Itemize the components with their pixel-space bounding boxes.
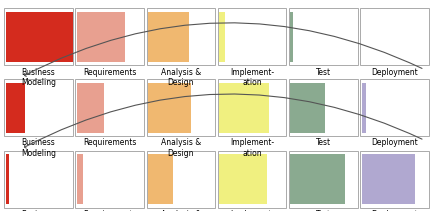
Bar — [359, 8, 428, 65]
Bar — [217, 151, 286, 208]
Text: Business
Modeling: Business Modeling — [21, 210, 56, 211]
Text: Deployment: Deployment — [370, 68, 417, 77]
Bar — [289, 151, 357, 208]
Text: Implement-
ation: Implement- ation — [230, 138, 273, 158]
Bar — [75, 8, 144, 65]
Bar — [219, 12, 224, 62]
Text: Implement-
ation: Implement- ation — [230, 210, 273, 211]
Bar — [77, 154, 83, 204]
Text: Business
Modeling: Business Modeling — [21, 138, 56, 158]
Bar — [146, 8, 215, 65]
Bar — [146, 79, 215, 136]
Bar — [359, 79, 428, 136]
Bar — [6, 12, 73, 62]
Bar — [361, 12, 362, 62]
Text: Analysis &
Design: Analysis & Design — [160, 210, 201, 211]
Bar — [217, 79, 286, 136]
Bar — [6, 83, 25, 133]
Text: Analysis &
Design: Analysis & Design — [160, 138, 201, 158]
Text: Requirements: Requirements — [83, 68, 136, 77]
Bar — [148, 12, 189, 62]
Bar — [361, 154, 414, 204]
Text: Deployment: Deployment — [370, 138, 417, 147]
Bar — [289, 79, 357, 136]
Bar — [75, 79, 144, 136]
Bar — [290, 154, 344, 204]
Bar — [219, 83, 269, 133]
Bar — [148, 154, 172, 204]
Bar — [6, 154, 9, 204]
Bar — [359, 151, 428, 208]
Text: Test: Test — [315, 138, 330, 147]
Bar — [361, 83, 366, 133]
Bar — [77, 83, 104, 133]
Text: Analysis &
Design: Analysis & Design — [160, 68, 201, 87]
Text: Test: Test — [315, 68, 330, 77]
Text: Implement-
ation: Implement- ation — [230, 68, 273, 87]
Bar — [77, 12, 125, 62]
Text: Requirements: Requirements — [83, 210, 136, 211]
Bar — [148, 83, 191, 133]
Bar — [4, 8, 73, 65]
Text: Test: Test — [315, 210, 330, 211]
Text: Business
Modeling: Business Modeling — [21, 68, 56, 87]
Text: Requirements: Requirements — [83, 138, 136, 147]
Bar — [219, 154, 267, 204]
Bar — [4, 79, 73, 136]
Bar — [290, 83, 324, 133]
Bar — [75, 151, 144, 208]
Bar — [217, 8, 286, 65]
Text: Deployment: Deployment — [370, 210, 417, 211]
Bar — [290, 12, 292, 62]
Bar — [4, 151, 73, 208]
Bar — [289, 8, 357, 65]
Bar — [146, 151, 215, 208]
